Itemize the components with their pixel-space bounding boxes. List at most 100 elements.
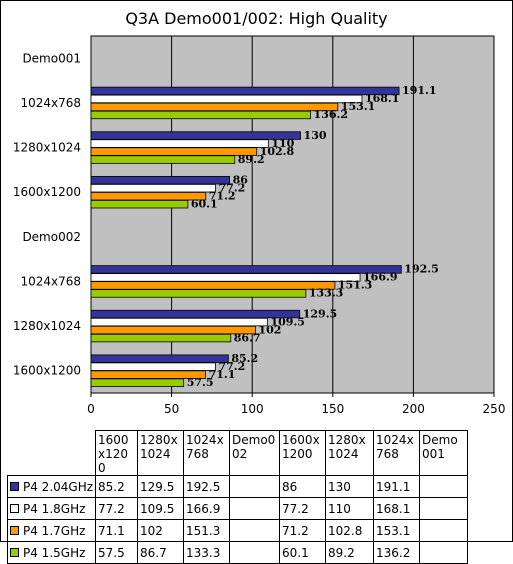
bar — [90, 317, 268, 327]
table-cell — [419, 541, 469, 564]
data-label: 71.2 — [209, 189, 236, 202]
category-label: 1024x768 — [20, 274, 81, 288]
table-cell: 85.2 — [95, 475, 139, 498]
table-cell — [229, 497, 281, 520]
data-label: 77.2 — [218, 181, 245, 194]
table-cell: 77.2 — [279, 497, 327, 520]
bar — [90, 309, 301, 319]
legend-label: P4 1.5GHz — [23, 545, 86, 560]
column-header: 1024x768 — [183, 430, 231, 476]
table-cell — [419, 497, 469, 520]
data-label: 86.7 — [234, 331, 261, 344]
column-header: 1280x1024 — [325, 430, 375, 476]
table-cell: 151.3 — [183, 519, 231, 542]
data-label: 191.1 — [402, 84, 436, 97]
category-label: Demo001 — [22, 51, 81, 65]
bar — [90, 175, 231, 185]
data-label: 71.1 — [209, 368, 236, 381]
bar — [90, 191, 207, 201]
table-cell: 129.5 — [137, 475, 185, 498]
data-label: 85.2 — [231, 352, 258, 365]
table-cell: 168.1 — [373, 497, 421, 520]
legend-entry: P4 1.8GHz — [6, 497, 97, 520]
table-corner — [7, 430, 97, 476]
data-label: 86 — [233, 173, 249, 186]
table-cell — [419, 519, 469, 542]
x-tick-label: 150 — [321, 402, 344, 416]
table-row: P4 1.8GHz 77.2 109.5 166.9 77.2 110 168.1 — [6, 497, 469, 520]
legend-key — [10, 481, 19, 491]
bar — [90, 147, 258, 156]
legend-label: P4 1.7GHz — [23, 523, 86, 538]
data-label: 151.3 — [338, 279, 372, 292]
legend-entry: P4 2.04GHz — [6, 475, 97, 498]
table-header-row: 1600x1200 1280x1024 1024x768 Demo002 1600x12… — [7, 430, 469, 476]
bar — [90, 86, 400, 96]
table-cell: 77.2 — [95, 497, 139, 520]
bar — [90, 131, 301, 140]
legend-entry: P4 1.5GHz — [6, 541, 97, 564]
bar — [90, 110, 311, 120]
data-label: 89.2 — [238, 153, 265, 166]
table-cell: 153.1 — [373, 519, 421, 542]
column-header: 1600x1200 — [95, 430, 139, 476]
table-cell: 130 — [325, 475, 375, 498]
column-header: Demo001 — [419, 430, 469, 476]
table-cell — [229, 519, 281, 542]
data-label: 60.1 — [191, 197, 218, 210]
data-label: 129.5 — [303, 307, 337, 320]
data-table: 1600x1200 1280x1024 1024x768 Demo002 1600x12… — [6, 430, 469, 564]
bar — [90, 183, 216, 193]
table-cell — [419, 475, 469, 498]
table-row: P4 1.5GHz 57.5 86.7 133.3 60.1 89.2 136.2 — [6, 541, 469, 564]
bar — [90, 325, 256, 335]
legend-key — [10, 525, 19, 535]
table-cell: 86.7 — [137, 541, 185, 564]
table-cell: 110 — [325, 497, 375, 520]
x-tick-label: 0 — [87, 402, 95, 416]
bar — [90, 273, 361, 282]
data-label: 166.9 — [363, 271, 397, 284]
table-cell: 102 — [137, 519, 185, 542]
data-label: 136.2 — [314, 108, 348, 121]
bar — [90, 378, 185, 387]
legend-key — [10, 547, 19, 557]
column-header: 1600x1200 — [279, 430, 327, 476]
data-label: 102.8 — [260, 145, 295, 158]
data-label: 133.3 — [309, 287, 343, 300]
bar — [90, 199, 189, 209]
data-label: 110 — [271, 137, 294, 150]
category-label: 1280x1024 — [13, 141, 81, 155]
bar — [90, 333, 232, 343]
legend-key — [10, 503, 19, 513]
table-cell — [229, 541, 281, 564]
table-cell: 136.2 — [373, 541, 421, 564]
table-cell: 166.9 — [183, 497, 231, 520]
data-label: 102 — [258, 323, 281, 336]
chart-title: Q3A Demo001/002: High Quality — [125, 9, 388, 28]
table-cell: 60.1 — [279, 541, 327, 564]
table-cell: 133.3 — [183, 541, 231, 564]
bar — [90, 94, 363, 104]
data-label: 77.2 — [218, 360, 245, 373]
category-label: Demo002 — [22, 230, 81, 244]
x-tick-label: 250 — [483, 402, 506, 416]
data-label: 153.1 — [341, 100, 375, 113]
column-header: Demo002 — [229, 430, 281, 476]
table-cell: 89.2 — [325, 541, 375, 564]
table-cell: 71.1 — [95, 519, 139, 542]
table-cell — [229, 475, 281, 498]
table-row: P4 2.04GHz 85.2 129.5 192.5 86 130 191.1 — [6, 475, 469, 498]
table-cell: 86 — [279, 475, 327, 498]
category-label: 1280x1024 — [13, 319, 81, 333]
x-tick-label: 100 — [241, 402, 264, 416]
bar — [90, 265, 402, 274]
legend-entry: P4 1.7GHz — [6, 519, 97, 542]
category-label: 1024x768 — [20, 96, 81, 110]
category-label: 1600x1200 — [13, 364, 81, 378]
data-label: 109.5 — [271, 315, 305, 328]
column-header: 1024x768 — [373, 430, 421, 476]
column-header: 1280x1024 — [137, 430, 185, 476]
data-label: 130 — [304, 129, 327, 142]
